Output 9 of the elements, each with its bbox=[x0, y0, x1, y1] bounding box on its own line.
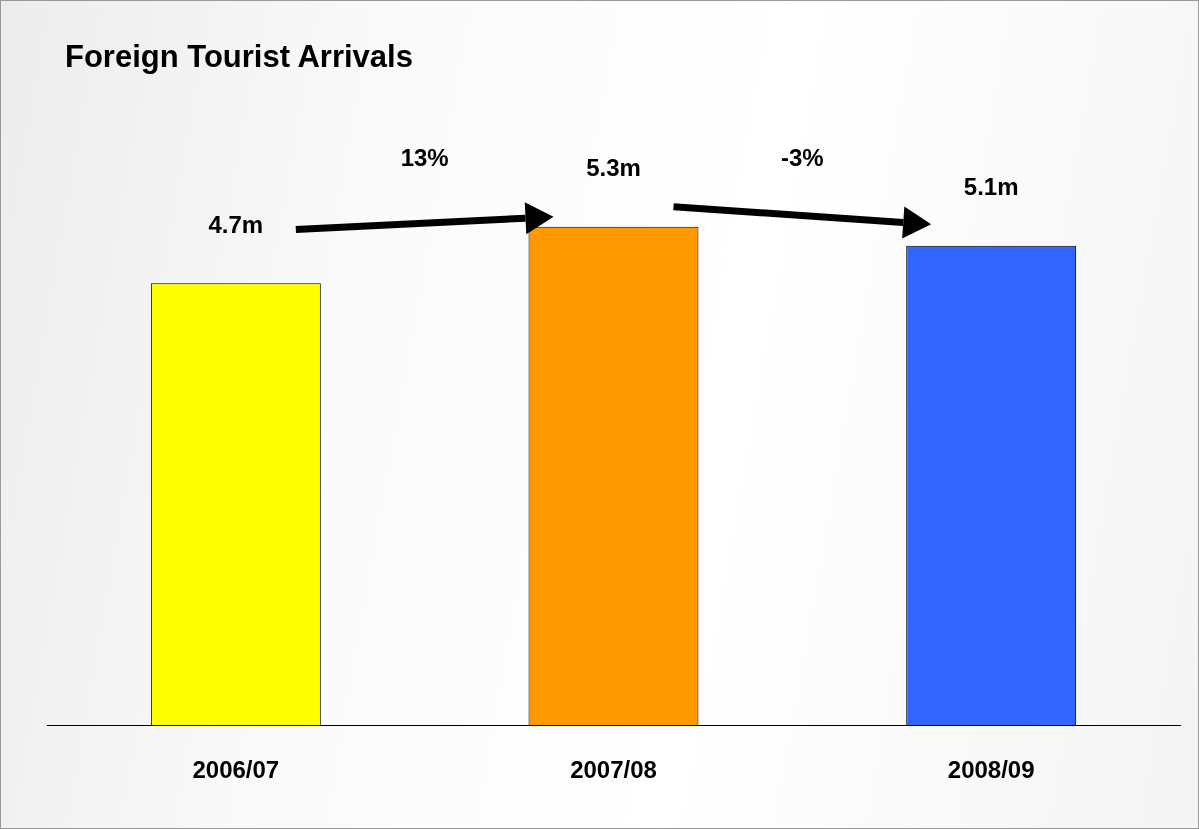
data-label: 5.3m bbox=[586, 154, 641, 182]
chart-title: Foreign Tourist Arrivals bbox=[65, 39, 413, 75]
text: 13% bbox=[400, 144, 449, 172]
text: -3% bbox=[780, 144, 824, 172]
x-tick-label: 2006/07 bbox=[192, 756, 280, 784]
data-label: 5.1m bbox=[963, 173, 1019, 201]
x-tick-label: 2008/09 bbox=[947, 756, 1035, 784]
x-tick-label: 2007/08 bbox=[570, 756, 657, 784]
data-label: 4.7m bbox=[208, 210, 264, 238]
